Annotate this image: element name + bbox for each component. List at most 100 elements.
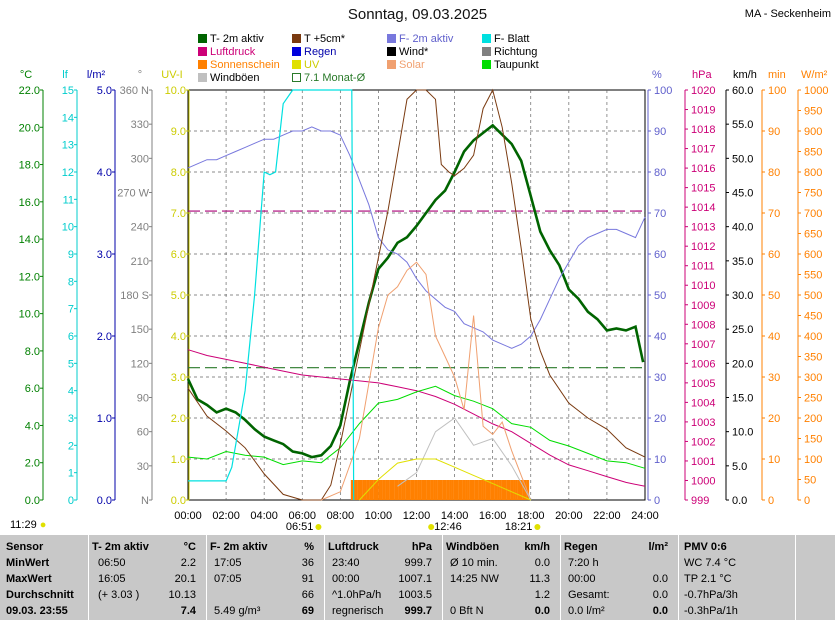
temp-tick-label: 22.0 bbox=[19, 85, 40, 97]
table-cell-press-time: regnerisch bbox=[332, 605, 384, 617]
wind-tick-label: 60.0 bbox=[732, 85, 753, 97]
press-axis-unit: hPa bbox=[692, 69, 712, 81]
uv-tick-label: 7.0 bbox=[171, 208, 186, 220]
dir-tick-label: 120 bbox=[131, 358, 149, 370]
legend-label: 7.1 Monat-Ø bbox=[304, 72, 366, 84]
sunshine-bar bbox=[485, 480, 489, 500]
temp-axis-unit: °C bbox=[20, 69, 32, 81]
dir-tick-label: 60 bbox=[137, 427, 149, 439]
legend-label: UV bbox=[304, 59, 320, 71]
legend-item: Richtung bbox=[482, 46, 537, 58]
table-column-divider bbox=[442, 535, 443, 620]
uv-tick-label: 2.0 bbox=[171, 413, 186, 425]
sun-tick-label: 10 bbox=[768, 454, 780, 466]
table-cell-pmv: -0.7hPa/3h bbox=[684, 589, 738, 601]
legend-item: F- Blatt bbox=[482, 33, 529, 45]
solar-tick-label: 450 bbox=[804, 311, 822, 323]
dir-tick-label: 330 bbox=[131, 119, 149, 131]
temp-tick-label: 6.0 bbox=[25, 383, 40, 395]
table-cell-wind-time: 14:25 NW bbox=[450, 573, 499, 585]
sunshine-bars bbox=[350, 480, 530, 500]
sunset-label-sun-icon bbox=[534, 524, 541, 530]
sunset-label: 18:21 bbox=[505, 521, 533, 533]
uv-tick-label: 8.0 bbox=[171, 167, 186, 179]
press-tick-label: 1012 bbox=[691, 241, 715, 253]
sun-axis-unit: min bbox=[768, 69, 786, 81]
sunshine-bar bbox=[510, 480, 514, 500]
sunshine-bar bbox=[357, 480, 361, 500]
table-cell-temp-value: 10.13 bbox=[168, 589, 196, 601]
sunshine-bar bbox=[385, 480, 388, 500]
rain-tick-label: 4.0 bbox=[97, 167, 112, 179]
sunshine-bar bbox=[501, 480, 505, 500]
sunshine-bar bbox=[378, 480, 381, 500]
solar-tick-label: 600 bbox=[804, 249, 822, 261]
legend-item: Solar bbox=[387, 59, 425, 71]
legend-item: T- 2m aktiv bbox=[198, 33, 264, 45]
legend-label: Luftdruck bbox=[210, 46, 256, 58]
sunshine-bar bbox=[442, 480, 445, 500]
legend-swatch bbox=[482, 60, 491, 69]
sunshine-bar bbox=[419, 480, 422, 500]
leaf-tick-label: 9 bbox=[68, 249, 74, 261]
table-cell-wind-time: 0 Bft N bbox=[450, 605, 484, 617]
dir-tick-label: 300 bbox=[131, 153, 149, 165]
table-cell-pmv: -0.3hPa/1h bbox=[684, 605, 738, 617]
solar-tick-label: 50 bbox=[804, 475, 816, 487]
series-line-windb-en bbox=[397, 417, 532, 501]
sunshine-bar bbox=[487, 480, 491, 500]
uv-axis-unit: UV-I bbox=[161, 69, 182, 81]
table-row-label: 09.03. 23:55 bbox=[6, 605, 68, 617]
sunrise-label: 06:51 bbox=[286, 521, 314, 533]
legend-item: Sonnenschein bbox=[198, 59, 280, 71]
legend-label: Windböen bbox=[210, 72, 260, 84]
press-tick-label: 999 bbox=[691, 495, 709, 507]
x-tick-label: 14:00 bbox=[441, 510, 469, 522]
x-tick-label: 20:00 bbox=[555, 510, 583, 522]
hum-axis-unit: % bbox=[652, 69, 662, 81]
table-header-temp: T- 2m aktiv bbox=[92, 541, 149, 553]
table-column-divider bbox=[324, 535, 325, 620]
temp-tick-label: 2.0 bbox=[25, 458, 40, 470]
sunshine-bar bbox=[455, 480, 459, 500]
sunshine-bar bbox=[373, 480, 377, 500]
sun-tick-label: 60 bbox=[768, 249, 780, 261]
legend-swatch bbox=[292, 60, 301, 69]
table-cell-rain-time: 7:20 h bbox=[568, 557, 599, 569]
series-line-t-2m-aktiv bbox=[186, 123, 645, 459]
leaf-tick-label: 3 bbox=[68, 413, 74, 425]
table-cell-press-time: 23:40 bbox=[332, 557, 360, 569]
table-header-sensor: Sensor bbox=[6, 541, 44, 553]
dir-tick-label: 150 bbox=[131, 324, 149, 336]
sunshine-bar bbox=[446, 480, 450, 500]
press-tick-label: 1016 bbox=[691, 163, 715, 175]
uv-tick-label: 6.0 bbox=[171, 249, 186, 261]
wind-tick-label: 0.0 bbox=[732, 495, 747, 507]
solar-tick-label: 550 bbox=[804, 270, 822, 282]
sunshine-bar bbox=[499, 480, 502, 500]
sunshine-bar bbox=[412, 480, 415, 500]
sunshine-bar bbox=[369, 480, 372, 500]
sunshine-bar bbox=[426, 480, 429, 500]
solar-tick-label: 300 bbox=[804, 372, 822, 384]
sunshine-bar bbox=[462, 480, 466, 500]
legend-label: T +5cm* bbox=[304, 33, 346, 45]
sunshine-bar bbox=[497, 480, 500, 500]
table-header-press: Luftdruck bbox=[328, 541, 379, 553]
sunshine-bar bbox=[423, 480, 427, 500]
sunshine-bar bbox=[437, 480, 441, 500]
footer-time: 11:29 ● bbox=[10, 519, 47, 531]
solar-tick-label: 0 bbox=[804, 495, 810, 507]
x-tick-label: 10:00 bbox=[365, 510, 393, 522]
table-cell-temp-time: (+ 3.03 ) bbox=[98, 589, 140, 601]
series-line-uv bbox=[359, 458, 531, 501]
table-cell-press-time: ^1.0hPa/h bbox=[332, 589, 382, 601]
leaf-tick-label: 14 bbox=[62, 112, 74, 124]
solar-tick-label: 100 bbox=[804, 454, 822, 466]
table-cell-hum-value: 36 bbox=[301, 557, 314, 569]
leaf-tick-label: 2 bbox=[68, 440, 74, 452]
sun-tick-label: 70 bbox=[768, 208, 780, 220]
sunshine-bar bbox=[483, 480, 486, 500]
table-cell-rain-value: 0.0 bbox=[652, 605, 668, 617]
legend-swatch bbox=[198, 34, 207, 43]
